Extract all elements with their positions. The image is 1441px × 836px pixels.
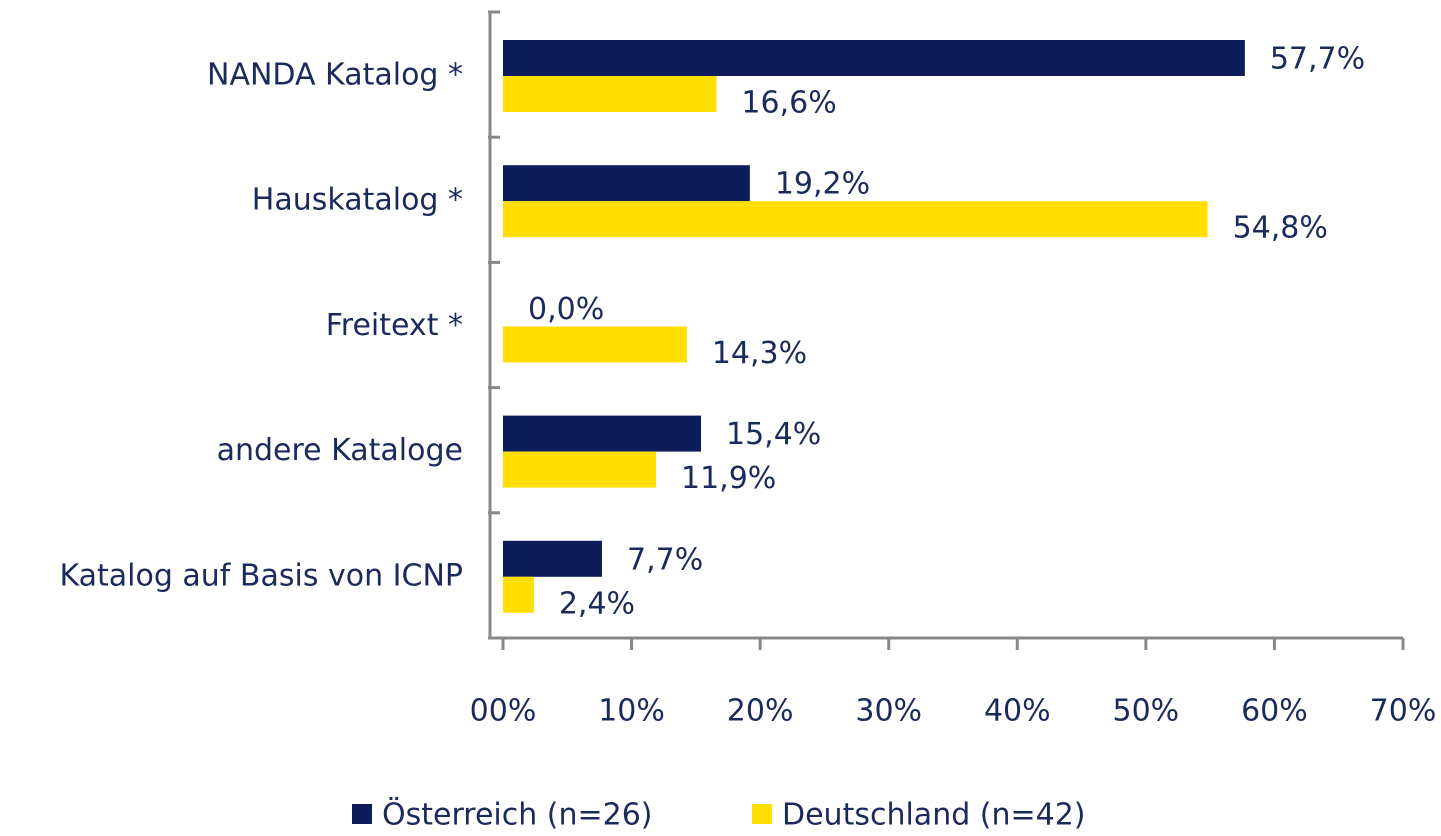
- x-tick-label: 10%: [598, 694, 665, 729]
- value-label: 7,7%: [627, 542, 703, 577]
- value-label: 57,7%: [1270, 42, 1365, 77]
- bar: [503, 76, 717, 112]
- bar: [503, 40, 1245, 76]
- x-tick-label: 20%: [727, 694, 794, 729]
- x-tick-label: 40%: [984, 694, 1051, 729]
- legend-label: Österreich (n=26): [382, 797, 653, 833]
- bar: [503, 415, 701, 452]
- category-label: Freitext *: [326, 308, 463, 343]
- x-tick-label: 00%: [470, 694, 537, 729]
- value-label: 0,0%: [528, 292, 604, 327]
- category-label: Hauskatalog *: [252, 183, 463, 218]
- bar: [503, 451, 656, 488]
- x-tick-label: 70%: [1370, 694, 1437, 729]
- value-label: 2,4%: [559, 586, 635, 621]
- category-label: andere Kataloge: [217, 433, 463, 468]
- bar: [503, 165, 750, 202]
- value-label: 14,3%: [712, 336, 807, 371]
- value-label: 19,2%: [775, 167, 870, 202]
- bar: [503, 201, 1208, 238]
- value-label: 54,8%: [1233, 211, 1328, 246]
- value-label: 15,4%: [726, 417, 821, 452]
- legend-swatch: [352, 804, 372, 824]
- legend-label: Deutschland (n=42): [782, 798, 1086, 833]
- bar: [503, 576, 534, 613]
- category-label: Katalog auf Basis von ICNP: [59, 558, 463, 593]
- value-label: 11,9%: [681, 461, 776, 496]
- x-tick-label: 60%: [1241, 694, 1308, 729]
- legend-swatch: [752, 804, 772, 824]
- bar: [503, 540, 602, 577]
- bar: [503, 326, 687, 363]
- value-label: 16,6%: [741, 86, 836, 121]
- x-tick-label: 30%: [855, 694, 922, 729]
- category-label: NANDA Katalog *: [207, 58, 463, 93]
- x-tick-label: 50%: [1113, 694, 1180, 729]
